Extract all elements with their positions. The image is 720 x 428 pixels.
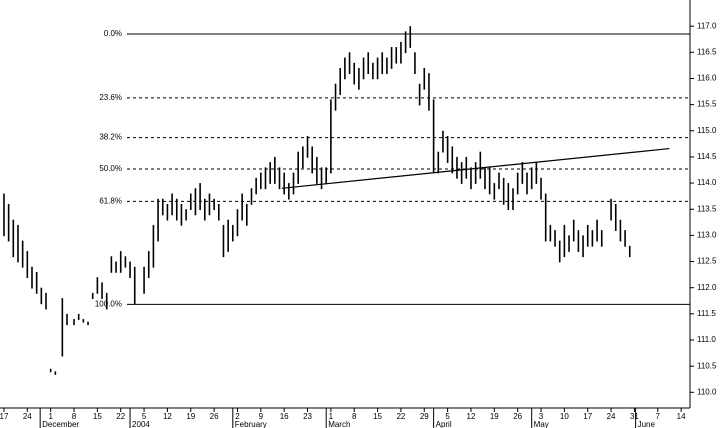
fib-label: 38.2%	[99, 133, 122, 142]
x-tick-label: 8	[72, 412, 77, 421]
trendline	[281, 147, 670, 189]
x-tick-label: 23	[303, 412, 312, 421]
y-tick-label: 110.5	[697, 361, 717, 370]
y-tick-label: 112.5	[697, 257, 717, 266]
y-tick-label: 115.5	[697, 100, 717, 109]
y-tick-label: 113.5	[697, 204, 717, 213]
x-tick-label: 8	[352, 412, 357, 421]
y-tick-label: 116.5	[697, 47, 717, 56]
x-tick-label: 10	[560, 412, 569, 421]
month-label: March	[328, 420, 350, 428]
x-tick-label: 15	[93, 412, 102, 421]
fib-label: 61.8%	[99, 196, 122, 205]
y-tick-label: 114.0	[697, 178, 717, 187]
fib-label: 50.0%	[99, 164, 122, 173]
month-label: 2004	[132, 420, 150, 428]
x-tick-label: 5	[142, 412, 147, 421]
fib-label: 100.0%	[95, 300, 122, 309]
month-label: June	[638, 420, 656, 428]
x-tick-label: 12	[467, 412, 476, 421]
month-label: April	[436, 420, 452, 428]
x-tick-label: 17	[583, 412, 592, 421]
x-tick-label: 14	[677, 412, 686, 421]
y-tick-label: 116.0	[697, 74, 717, 83]
x-tick-label: 15	[373, 412, 382, 421]
y-tick-label: 111.0	[697, 335, 716, 344]
x-tick-label: 26	[210, 412, 219, 421]
x-tick-label: 29	[420, 412, 429, 421]
y-tick-label: 111.5	[697, 309, 716, 318]
x-tick-label: 3	[539, 412, 544, 421]
x-tick-label: 22	[396, 412, 405, 421]
x-tick-label: 31	[630, 412, 639, 421]
y-tick-label: 110.0	[697, 387, 717, 396]
month-label: February	[235, 420, 267, 428]
x-tick-label: 1	[329, 412, 334, 421]
x-tick-label: 1	[48, 412, 53, 421]
x-tick-label: 26	[513, 412, 522, 421]
x-tick-label: 7	[656, 412, 661, 421]
month-label: May	[534, 420, 549, 428]
x-tick-label: 19	[490, 412, 499, 421]
x-tick-label: 24	[23, 412, 32, 421]
y-tick-label: 112.0	[697, 283, 717, 292]
y-tick-label: 115.0	[697, 126, 717, 135]
y-tick-label: 114.5	[697, 152, 717, 161]
x-tick-label: 5	[445, 412, 450, 421]
x-tick-label: 9	[259, 412, 264, 421]
x-tick-label: 12	[163, 412, 172, 421]
fib-label: 0.0%	[104, 29, 122, 38]
x-tick-label: 17	[0, 412, 9, 421]
y-tick-label: 113.0	[697, 230, 717, 239]
x-tick-label: 22	[116, 412, 125, 421]
x-tick-label: 16	[280, 412, 289, 421]
x-tick-label: 24	[607, 412, 616, 421]
x-tick-label: 19	[186, 412, 195, 421]
y-tick-label: 117.0	[697, 21, 717, 30]
month-label: December	[42, 420, 79, 428]
x-tick-label: 2	[235, 412, 240, 421]
fib-label: 23.6%	[99, 93, 122, 102]
